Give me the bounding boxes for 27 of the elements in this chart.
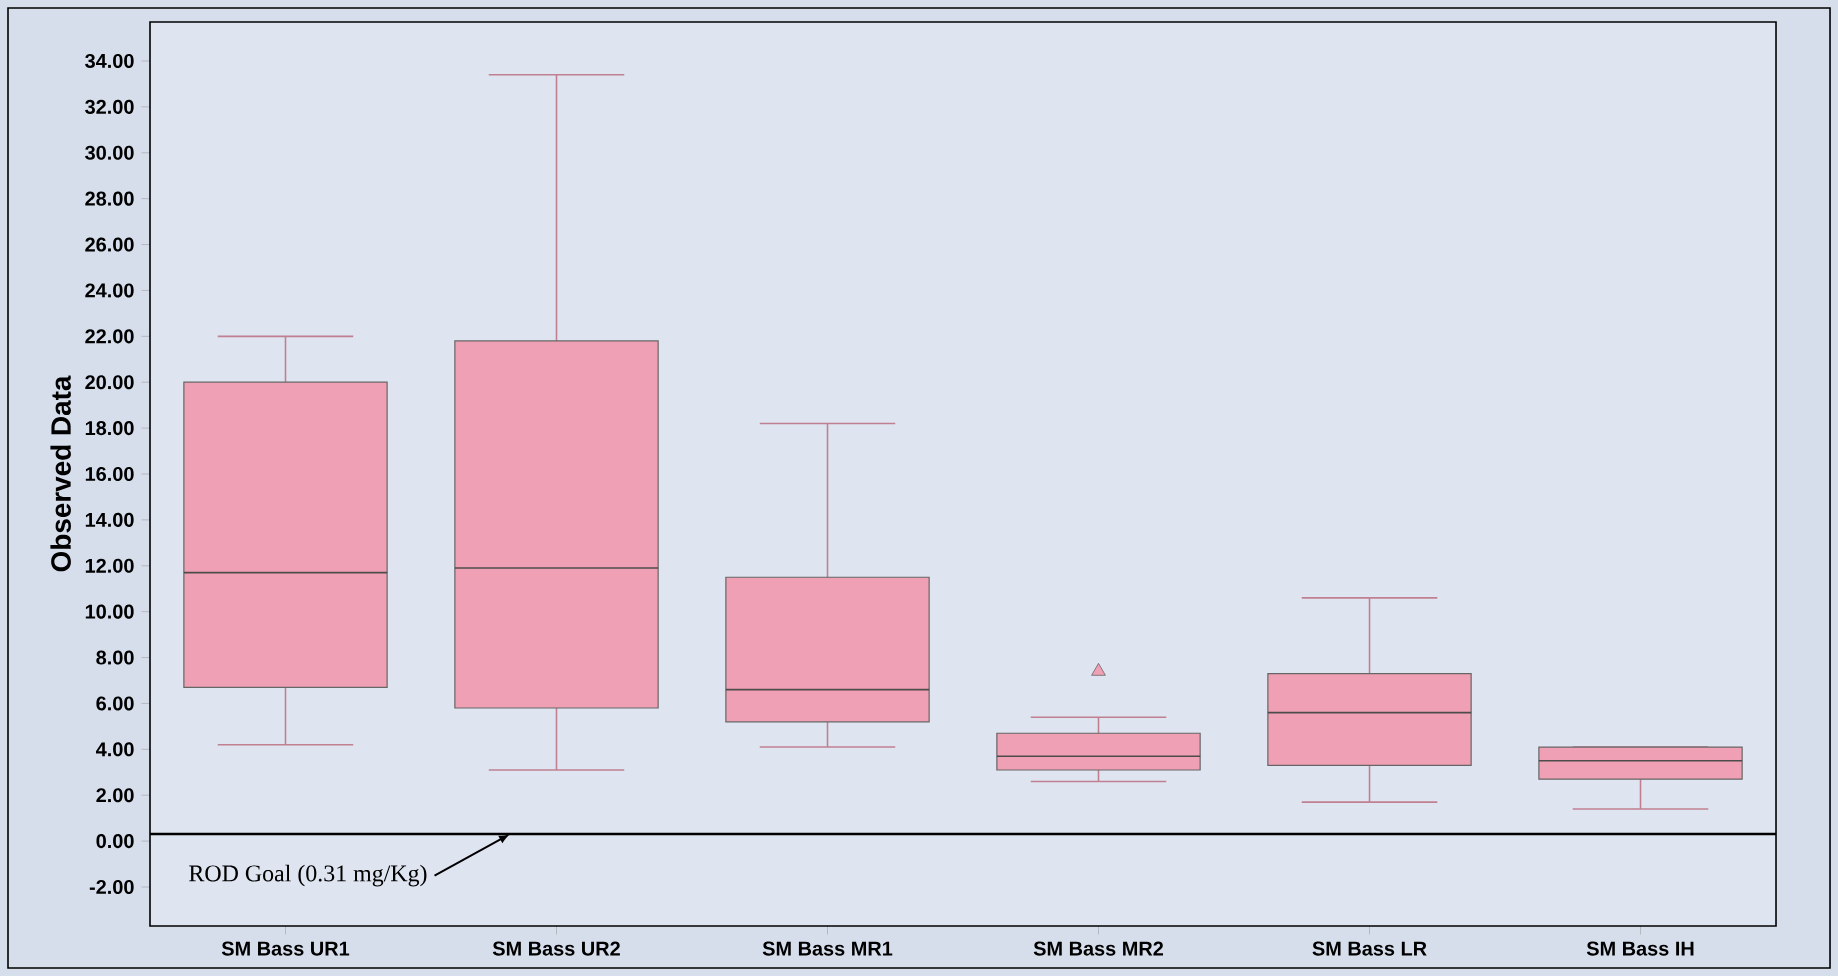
- y-tick-label: 18.00: [85, 421, 134, 436]
- y-tick-label: 22.00: [85, 329, 134, 344]
- y-tick-label: 8.00: [96, 650, 134, 665]
- x-tick-label: SM Bass UR2: [492, 941, 620, 956]
- y-tick-label: 4.00: [95, 742, 134, 757]
- y-tick-label: 32.00: [85, 99, 134, 114]
- y-tick-label: 28.00: [85, 191, 134, 206]
- y-tick-label: 24.00: [85, 283, 134, 298]
- y-tick-label: 10.00: [85, 604, 134, 619]
- x-tick-label: SM Bass MR2: [1033, 941, 1164, 956]
- x-tick-label: SM Bass LR: [1312, 941, 1427, 956]
- x-tick-label: SM Bass IH: [1586, 941, 1694, 956]
- y-tick-label: 20.00: [85, 375, 134, 390]
- y-tick-label: 6.00: [96, 696, 134, 711]
- y-tick-label: 26.00: [85, 237, 134, 252]
- y-axis-title: Observed Data: [50, 375, 71, 572]
- y-tick-label: 34.00: [85, 53, 134, 69]
- y-tick-label: 30.00: [85, 145, 134, 160]
- x-tick-label: SM Bass UR1: [221, 941, 350, 956]
- x-tick-label: SM Bass MR1: [762, 941, 893, 956]
- y-tick-label: 0.00: [96, 834, 134, 849]
- y-tick-label: 12.00: [85, 558, 134, 573]
- ref-line-label: ROD Goal (0.31 mg/Kg): [189, 864, 427, 887]
- y-tick-label: 16.00: [85, 466, 134, 482]
- y-tick-label: -2.00: [89, 879, 134, 895]
- y-tick-label: 14.00: [85, 512, 134, 527]
- y-tick-label: 2.00: [96, 788, 134, 803]
